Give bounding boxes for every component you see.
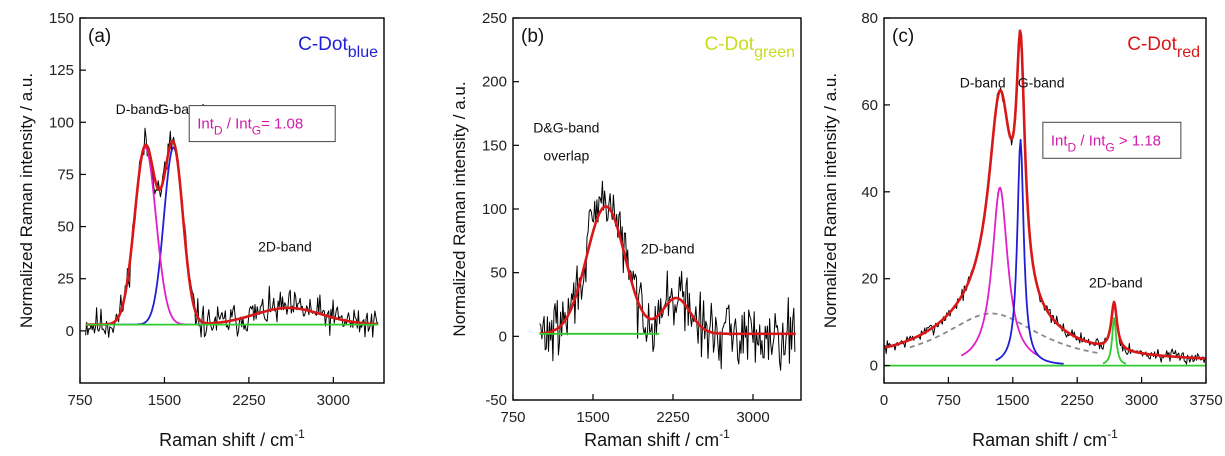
series-line-2	[539, 205, 796, 336]
series-line-5	[1102, 317, 1127, 365]
panel-label: (a)	[88, 26, 111, 47]
panel-title: C-Dotred	[1127, 34, 1200, 61]
series-line-2	[909, 312, 1098, 354]
panel-label: (c)	[892, 26, 914, 47]
x-tick-label: 0	[880, 392, 888, 409]
plot-area	[539, 180, 796, 371]
band-annotation: 2D-band	[641, 241, 695, 257]
y-tick-label: 100	[49, 114, 74, 131]
y-tick-label: 80	[861, 10, 878, 27]
plot-frame	[79, 17, 385, 384]
ratio-text: IntD / IntG > 1.18	[1051, 132, 1161, 154]
x-tick-label: 750	[500, 409, 525, 426]
y-tick-label: 200	[482, 74, 507, 91]
series-line-3	[960, 186, 1039, 357]
series-line-4	[995, 138, 1064, 365]
series-line-1	[539, 180, 796, 371]
ratio-box	[1042, 121, 1182, 159]
x-tick-label: 2250	[1061, 392, 1094, 409]
x-tick-label: 3000	[1125, 392, 1158, 409]
y-tick-label: 0	[66, 323, 74, 340]
y-tick-label: 0	[499, 328, 507, 345]
band-annotation: 2D-band	[258, 239, 312, 255]
x-tick-label: 3750	[1189, 392, 1222, 409]
band-annotation: D&G-band	[533, 120, 599, 136]
x-axis-label: Raman shift / cm-1	[159, 427, 305, 450]
y-tick-label: 250	[482, 10, 507, 27]
y-tick-label: 40	[861, 184, 878, 201]
x-tick-label: 750	[936, 392, 961, 409]
y-tick-label: 25	[57, 271, 74, 288]
x-tick-label: 1500	[576, 409, 609, 426]
panel-title: C-Dotblue	[298, 34, 378, 61]
y-tick-label: 50	[57, 219, 74, 236]
ratio-box	[188, 105, 336, 143]
x-tick-label: 2250	[232, 392, 265, 409]
y-tick-label: 50	[490, 265, 507, 282]
plot-area	[85, 127, 379, 338]
y-tick-label: 150	[49, 10, 74, 27]
x-axis-label: Raman shift / cm-1	[584, 427, 730, 450]
x-tick-label: 750	[67, 392, 92, 409]
band-annotation: overlap	[543, 148, 589, 164]
x-tick-label: 1500	[148, 392, 181, 409]
y-axis-label: Normalized Raman intensity / a.u.	[821, 73, 840, 328]
plot-frame	[883, 17, 1207, 384]
series-line-1	[85, 127, 379, 338]
band-annotation: G-band	[1018, 75, 1065, 91]
chart-panel-1: 750 1500 2250 3000 0 25 50 75 100 125 150 Raman shi…	[17, 10, 385, 450]
chart-panel-2: 750 1500 2250 3000 -50 0 50 100 150 200 250 Raman s…	[450, 10, 802, 450]
plot-area	[884, 29, 1206, 367]
x-axis-label: Raman shift / cm-1	[972, 427, 1118, 450]
y-axis-label: Normalized Raman intensity / a.u.	[450, 81, 469, 336]
x-tick-label: 1500	[996, 392, 1029, 409]
y-tick-label: 0	[870, 358, 878, 375]
band-annotation: D-band	[960, 75, 1006, 91]
band-annotation: D-band	[116, 101, 162, 117]
y-tick-label: 100	[482, 201, 507, 218]
y-tick-label: 125	[49, 62, 74, 79]
y-tick-label: 20	[861, 271, 878, 288]
x-tick-label: 3000	[317, 392, 350, 409]
x-tick-label: 3000	[736, 409, 769, 426]
ratio-text: IntD / IntG= 1.08	[197, 116, 303, 138]
y-tick-label: 75	[57, 166, 74, 183]
panel-title: C-Dotgreen	[704, 34, 795, 61]
y-tick-label: 150	[482, 137, 507, 154]
x-tick-label: 2250	[656, 409, 689, 426]
chart-panel-3: 0 750 1500 2250 3000 3750 0 20 40 60 80 Raman shift…	[821, 10, 1223, 450]
y-axis-label: Normalized Raman intensity / a.u.	[17, 73, 36, 328]
y-tick-label: -50	[485, 392, 507, 409]
series-line-1	[884, 29, 1206, 365]
y-tick-label: 60	[861, 97, 878, 114]
series-line-6	[884, 29, 1206, 360]
series-line-4	[85, 139, 378, 326]
band-annotation: 2D-band	[1089, 274, 1143, 290]
panel-label: (b)	[521, 26, 544, 47]
